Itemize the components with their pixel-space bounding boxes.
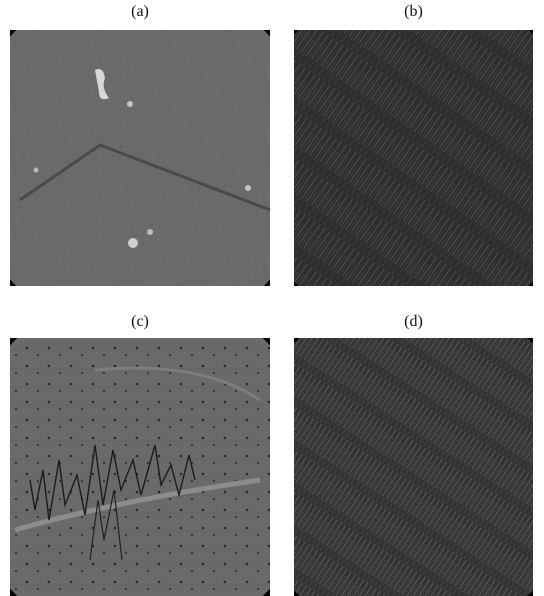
- page: (a) (b) (c) (d): [0, 0, 544, 596]
- image-a: [10, 30, 270, 286]
- panel-label: (b): [404, 3, 423, 20]
- image-d: [294, 338, 533, 596]
- panel-label: (d): [404, 313, 423, 330]
- figure: (a) (b) (c) (d): [0, 0, 544, 596]
- image-c: [10, 338, 270, 596]
- panel-label: (c): [131, 313, 149, 330]
- panel-label: (a): [131, 3, 149, 20]
- image-b: [294, 30, 533, 286]
